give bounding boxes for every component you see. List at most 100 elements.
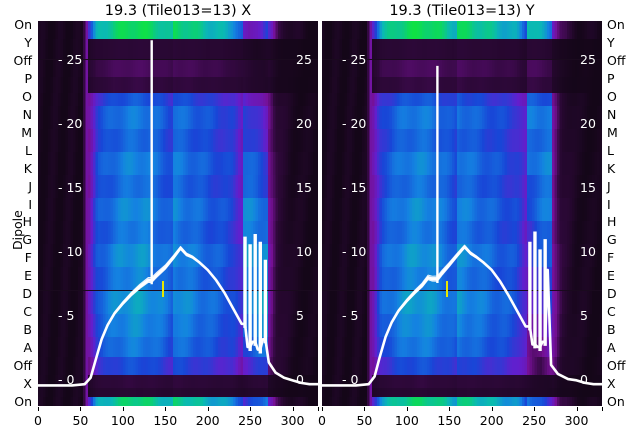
x-tick-label: 250 (522, 413, 547, 428)
y-tick-label-inner: - 5 (342, 308, 359, 324)
heatmap-band (322, 59, 602, 78)
heatmap-panel-x[interactable]: - 0 0 - 5 5 - 10 10 - 15 15 - 20 20 - 25 25 (38, 21, 318, 406)
y-category-label: A (607, 340, 616, 356)
x-tick-mark (207, 407, 209, 411)
heatmap-band (38, 105, 318, 129)
y-category-label: X (607, 376, 616, 392)
spectrum-trace (322, 244, 602, 387)
overlay-curve-y (322, 65, 602, 387)
x-tick-label: 300 (280, 413, 305, 428)
y-category-label: G (22, 232, 32, 248)
y-category-label: E (24, 268, 32, 284)
y-category-label: On (14, 17, 32, 32)
x-tick-mark (364, 407, 366, 411)
y-category-label: Off (13, 358, 32, 374)
heatmap-band (322, 38, 602, 60)
x-tick-mark (80, 407, 82, 411)
y-tick-label-inner: - 20 (58, 115, 83, 131)
x-tick-mark (534, 407, 536, 411)
heatmap-band (322, 21, 602, 39)
y-category-label: On (607, 17, 625, 32)
y-category-label: O (22, 88, 32, 104)
x-tick-mark (292, 407, 294, 411)
heatmap-band (38, 198, 318, 222)
heatmap-band (38, 175, 318, 199)
x-tick-mark (250, 407, 252, 411)
heatmap-band (38, 92, 318, 106)
y-tick-label-inner: 5 (296, 308, 304, 324)
heatmap-band (38, 313, 318, 337)
heatmap-band (322, 357, 602, 376)
y-tick-label-inner: 15 (580, 179, 596, 195)
y-tick-label-inner: 20 (580, 115, 596, 131)
y-category-label: B (23, 322, 32, 338)
heatmap-band (38, 375, 318, 389)
y-tick-label-inner: 25 (296, 51, 312, 67)
x-tick-label: 50 (72, 413, 89, 428)
x-tick-label: 300 (564, 413, 589, 428)
x-tick-label: 250 (238, 413, 263, 428)
y-tick-label-inner: 0 (296, 372, 304, 388)
y-category-label: B (607, 322, 616, 338)
heatmap-band (322, 77, 602, 93)
spectrum-trace (38, 245, 318, 387)
spectrum-trace (322, 246, 602, 387)
y-category-label: X (23, 376, 32, 392)
y-category-label: D (607, 286, 617, 302)
y-tick-label-inner: - 15 (342, 179, 367, 195)
y-tick-label-inner: - 5 (58, 308, 75, 324)
heatmap-band (38, 221, 318, 245)
y-category-labels-left: On Y Off P O N M L K J I H G F E D C B A Off X On (0, 17, 34, 409)
heatmap-band (322, 92, 602, 106)
y-category-labels-right: On Y Off P O N M L K J I H G F E D C B A Off X On (604, 17, 638, 409)
y-tick-label-inner: 25 (580, 51, 596, 67)
heatmap-band (322, 128, 602, 152)
heatmap-band (38, 77, 318, 93)
y-category-label: C (23, 304, 32, 320)
y-tick-label-inner: 0 (580, 372, 588, 388)
heatmap-band (38, 151, 318, 175)
y-tick-label-inner: - 0 (342, 372, 359, 388)
y-category-label: H (22, 214, 32, 230)
y-category-label: N (607, 106, 617, 122)
y-tick-label-inner: - 25 (342, 51, 367, 67)
x-tick-label: 0 (34, 413, 42, 428)
y-category-label: C (607, 304, 616, 320)
x-tick-mark (322, 407, 323, 411)
y-category-label: On (14, 394, 32, 409)
heatmap-band (38, 357, 318, 376)
x-tick-mark (122, 407, 124, 411)
x-axis-left: 0 50 100 150 200 250 300 (34, 407, 319, 437)
y-category-label: O (607, 88, 617, 104)
x-tick-label: 150 (437, 413, 462, 428)
heatmap-band (322, 388, 602, 397)
heatmap-band (38, 267, 318, 291)
marker-tick-y (446, 281, 448, 297)
y-category-label: K (607, 160, 616, 176)
marker-tick-x (162, 281, 164, 297)
heatmap-panel-y[interactable]: - 0 0 - 5 5 - 10 10 - 15 15 - 20 20 - 25 25 (322, 21, 602, 406)
y-category-label: On (607, 394, 625, 409)
x-tick-mark (449, 407, 451, 411)
y-category-label: M (607, 124, 618, 140)
y-tick-label-inner: 5 (580, 308, 588, 324)
y-tick-label-inner: - 0 (58, 372, 75, 388)
panel-title-y: 19.3 (Tile013=13) Y (389, 3, 535, 19)
y-category-label: L (25, 142, 32, 158)
overlay-curve-x (38, 40, 318, 387)
y-category-label: P (24, 70, 32, 86)
x-tick-label: 200 (195, 413, 220, 428)
spectrum-trace (322, 247, 602, 387)
y-category-label: Y (607, 34, 615, 50)
heatmap-band (322, 267, 602, 291)
y-category-label: Off (13, 52, 32, 68)
x-tick-mark (38, 407, 39, 411)
heatmap-image-x (38, 21, 318, 406)
y-category-label: Off (607, 358, 626, 374)
y-category-label: H (607, 214, 617, 230)
heatmap-band (322, 198, 602, 222)
y-category-label: M (21, 124, 32, 140)
x-tick-label: 100 (394, 413, 419, 428)
y-category-label: J (28, 178, 32, 194)
heatmap-band (38, 128, 318, 152)
